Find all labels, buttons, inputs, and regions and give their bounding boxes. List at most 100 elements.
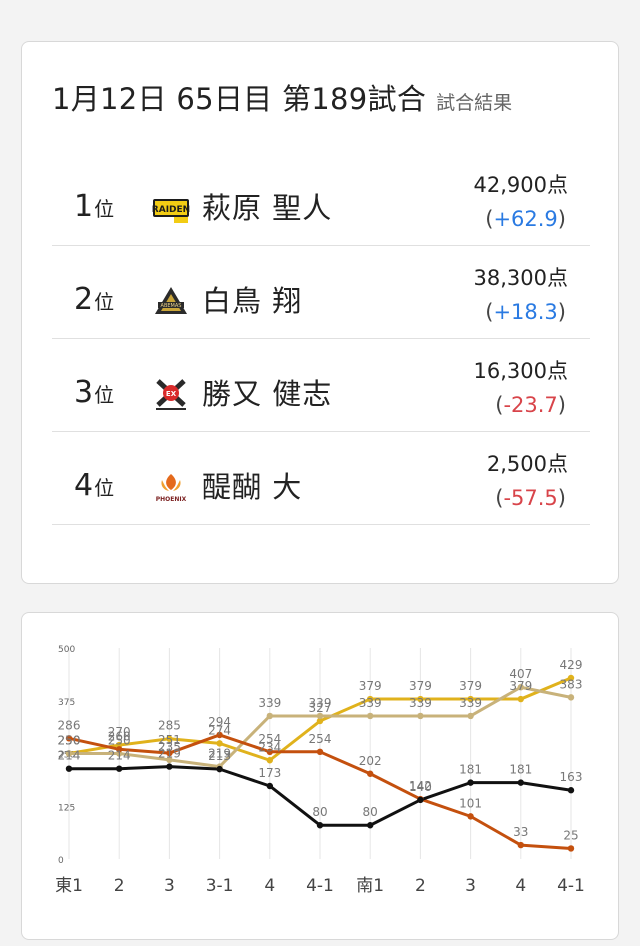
data-label: 294	[208, 715, 231, 729]
data-label: 202	[359, 754, 382, 768]
data-point	[517, 684, 524, 691]
data-label: 254	[309, 732, 332, 746]
rank-suffix: 位	[94, 197, 115, 221]
data-point	[166, 735, 173, 742]
fuji-rinkazan-logo-icon: EX	[152, 377, 190, 413]
data-point	[316, 748, 324, 756]
rank-number: 4	[74, 468, 94, 503]
data-label: 219	[158, 747, 181, 761]
data-point	[367, 695, 374, 703]
data-point	[367, 770, 374, 777]
data-point	[467, 712, 474, 720]
data-point	[316, 712, 324, 720]
data-label: 339	[459, 696, 482, 710]
data-point	[567, 694, 575, 701]
data-label: 219	[208, 747, 231, 761]
data-label: 181	[459, 763, 482, 777]
data-label: 163	[560, 770, 583, 784]
data-point	[166, 749, 173, 757]
data-point	[417, 712, 424, 720]
data-point	[116, 746, 123, 753]
rank-number: 2	[74, 282, 94, 317]
data-point	[316, 717, 324, 725]
result-row[interactable]: 3位 EX 勝又 健志 16,300点 (-23.7)	[52, 339, 590, 432]
data-point	[216, 765, 223, 773]
rank: 4位	[74, 468, 114, 503]
data-point	[517, 841, 524, 849]
data-point	[166, 756, 173, 764]
data-label: 250	[108, 734, 131, 748]
data-label: 379	[459, 679, 482, 693]
data-label: 140	[409, 780, 432, 794]
raiden-logo-icon: RAIDEN	[152, 191, 190, 227]
data-label: 407	[509, 667, 532, 681]
x-tick-label: 南1	[356, 876, 384, 896]
match-title-row: 1月12日 65日目 第189試合 試合結果	[52, 76, 512, 118]
chart-card: 0125250375500東1233-144-1南12344-125027028…	[21, 612, 619, 940]
x-tick-label: 2	[415, 876, 426, 896]
match-subtitle: 試合結果	[436, 92, 513, 114]
rank: 3位	[74, 375, 114, 410]
x-tick-label: 3-1	[206, 876, 234, 896]
data-label: 260	[108, 729, 131, 743]
phoenix-logo-icon: PHOENIX	[152, 470, 190, 506]
result-row[interactable]: 1位 RAIDEN 萩原 聖人 42,900点 (+62.9)	[52, 153, 590, 246]
data-label: 339	[258, 696, 281, 710]
data-label: 339	[309, 696, 332, 710]
data-label: 274	[208, 723, 231, 737]
x-tick-label: 東1	[55, 876, 83, 896]
data-label: 285	[158, 719, 181, 733]
data-point	[367, 822, 374, 829]
data-point	[367, 712, 374, 720]
data-point	[517, 779, 524, 786]
data-label: 101	[459, 796, 482, 810]
data-label: 254	[258, 732, 281, 746]
y-tick-label: 0	[58, 856, 64, 866]
data-point	[266, 748, 273, 756]
result-row[interactable]: 2位 ABEMAS 白鳥 翔 38,300点 (+18.3)	[52, 246, 590, 339]
data-point	[567, 845, 575, 852]
x-tick-label: 3	[465, 876, 476, 896]
result-card: 1月12日 65日目 第189試合 試合結果 1位 RAIDEN 萩原 聖人 42…	[21, 41, 619, 584]
score-diff: (+18.3)	[485, 300, 566, 324]
data-label: 235	[158, 740, 181, 754]
data-label: 429	[560, 658, 583, 672]
data-point	[266, 712, 273, 720]
data-label: 80	[312, 805, 327, 819]
data-point	[467, 813, 474, 820]
rank: 2位	[74, 282, 114, 317]
result-row[interactable]: 4位 PHOENIX 醍醐 大 2,500点 (-57.5)	[52, 432, 590, 525]
player-name: 醍醐 大	[202, 470, 303, 504]
data-label: 214	[58, 749, 81, 763]
y-tick-label: 500	[58, 645, 75, 655]
player-name: 萩原 聖人	[202, 191, 333, 225]
x-tick-label: 4	[264, 876, 275, 896]
data-point	[467, 695, 474, 703]
data-label: 250	[58, 734, 81, 748]
data-label: 251	[158, 733, 181, 747]
rank-suffix: 位	[94, 476, 115, 500]
data-label: 339	[409, 696, 432, 710]
x-tick-label: 4	[515, 876, 526, 896]
abemas-logo-icon: ABEMAS	[152, 284, 190, 320]
data-point	[417, 695, 424, 703]
rank-number: 3	[74, 375, 94, 410]
data-point	[216, 740, 223, 747]
data-point	[65, 735, 73, 742]
player-name: 勝又 健志	[202, 377, 333, 411]
data-label: 327	[309, 701, 332, 715]
data-label: 286	[58, 718, 81, 732]
data-point	[266, 782, 273, 790]
data-label: 339	[359, 696, 382, 710]
data-label: 379	[359, 679, 382, 693]
y-tick-label: 375	[58, 698, 75, 708]
data-point	[467, 779, 474, 786]
x-tick-label: 2	[114, 876, 125, 896]
player-score: 16,300点	[473, 359, 568, 383]
score-diff: (+62.9)	[485, 207, 566, 231]
score-diff: (-57.5)	[495, 486, 566, 510]
data-label: 379	[409, 679, 432, 693]
data-point	[65, 750, 73, 757]
rank-suffix: 位	[94, 383, 115, 407]
y-tick-label: 125	[58, 803, 75, 813]
